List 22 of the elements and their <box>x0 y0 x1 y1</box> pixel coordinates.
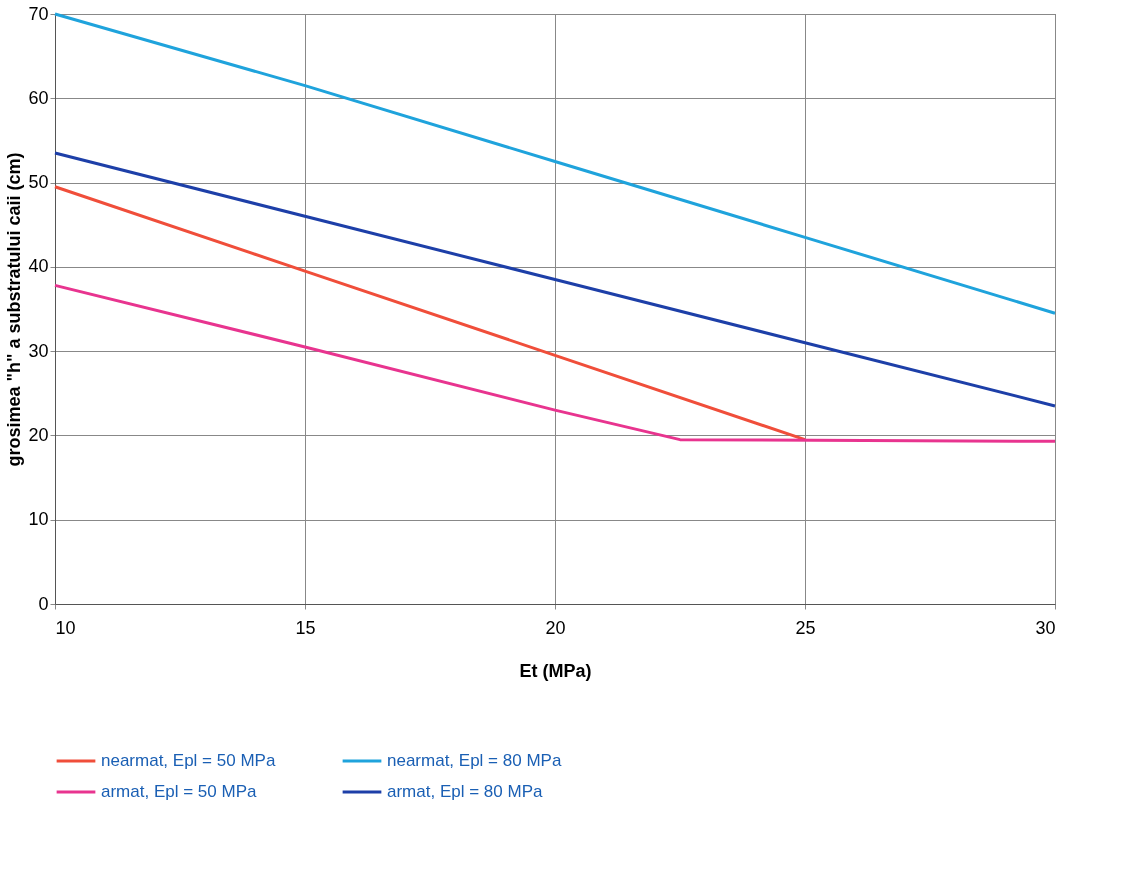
line-series <box>53 185 807 442</box>
y-tick-label: 50 <box>28 172 49 193</box>
y-axis-title: grosimea "h" a substratului caii (cm) <box>4 152 25 467</box>
legend-label: armat, Epl = 50 MPa <box>101 782 257 801</box>
x-tick-label: 30 <box>1035 617 1056 638</box>
y-tick-label: 20 <box>28 424 49 445</box>
y-tick-label: 70 <box>28 3 49 24</box>
x-axis-title: Et (MPa) <box>519 660 592 681</box>
y-tick-label: 40 <box>28 256 49 277</box>
legend-label: nearmat, Epl = 80 MPa <box>387 751 562 770</box>
y-tick-label: 30 <box>28 340 49 361</box>
y-tick-label: 60 <box>28 87 49 108</box>
x-tick-label: 15 <box>295 617 316 638</box>
x-tick-label: 25 <box>795 617 816 638</box>
x-tick-label: 20 <box>545 617 566 638</box>
legend-label: armat, Epl = 80 MPa <box>387 782 543 801</box>
x-tick-label: 10 <box>55 617 76 638</box>
y-tick-label: 0 <box>38 593 49 614</box>
line-series <box>53 151 1057 408</box>
y-tick-label: 10 <box>28 509 49 530</box>
legend-label: nearmat, Epl = 50 MPa <box>101 751 276 770</box>
line-series <box>53 283 1057 443</box>
